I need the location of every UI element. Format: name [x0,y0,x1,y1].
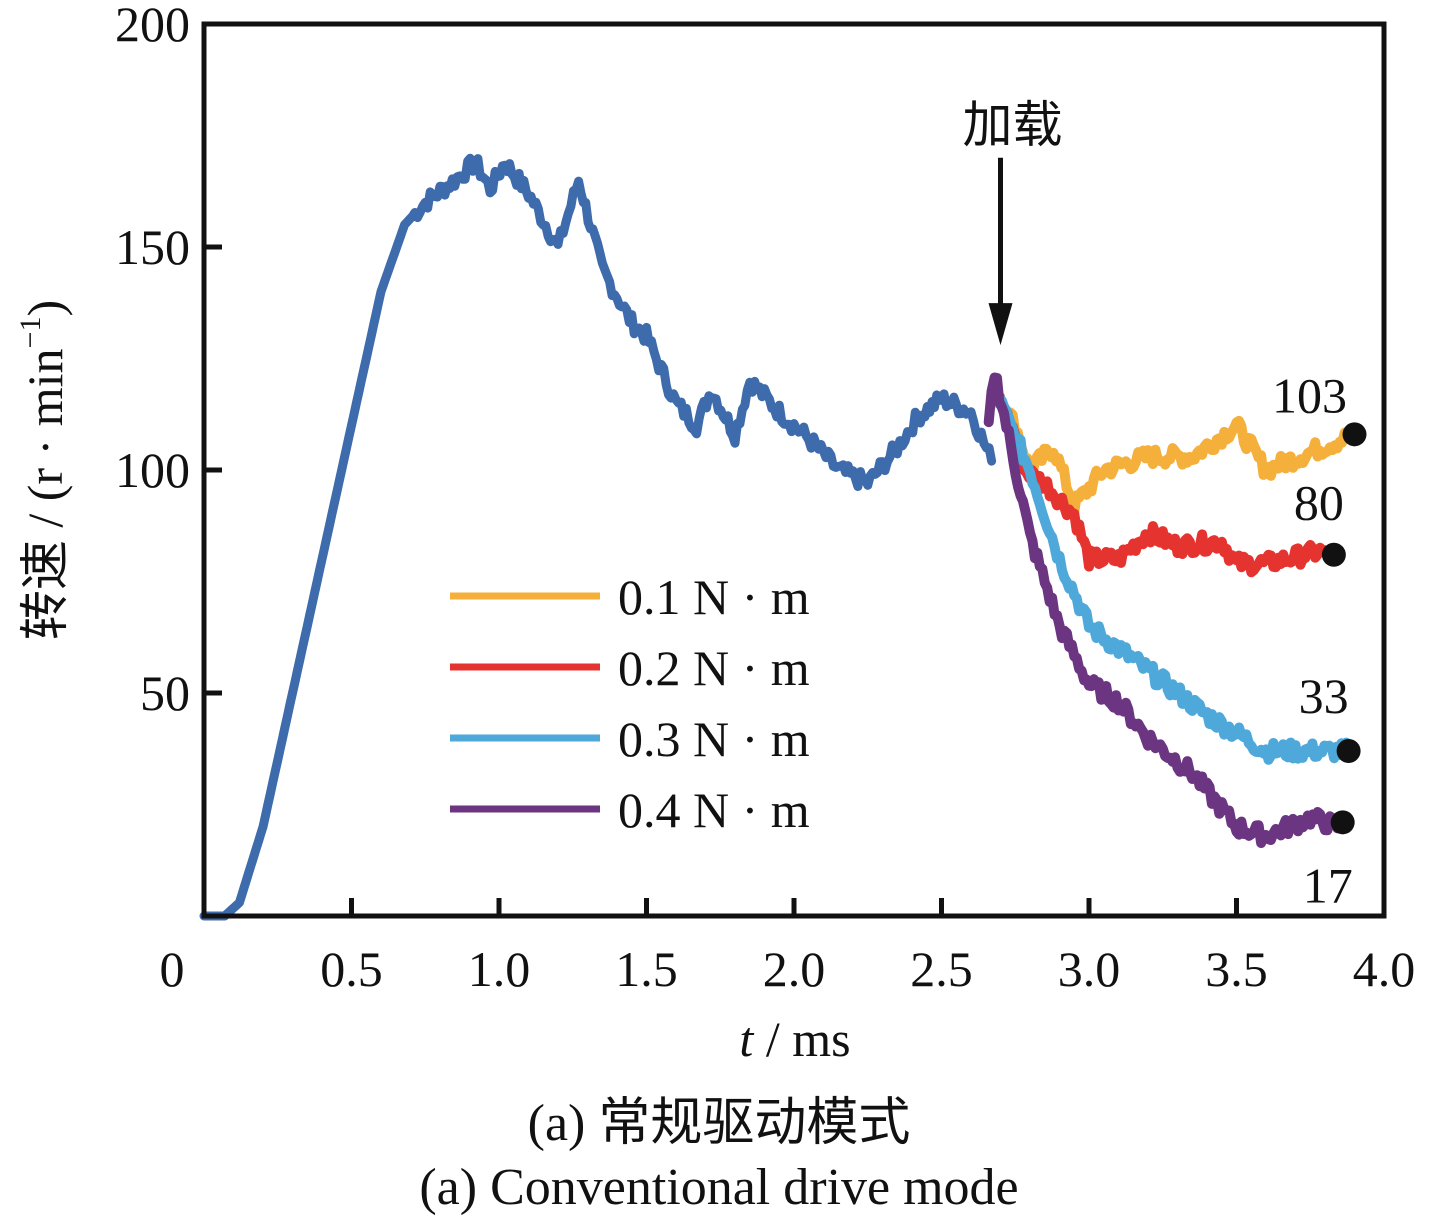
x-axis-title: t / ms [739,1011,850,1067]
x-tick-label: 2.0 [763,941,826,997]
series-line-0-1-nm [989,390,1360,517]
end-marker [1342,422,1367,447]
series-layer [199,153,1360,921]
end-value-label: 17 [1303,857,1353,913]
ticks-layer: 0 0.5 1.0 1.5 2.0 2.5 3.0 3.5 4.0 50 100 150 200 [115,0,1415,997]
y-tick-label: 100 [115,442,190,498]
legend-label: 0.2 N · m [618,640,810,696]
caption-chinese: (a) 常规驱动模式 [527,1095,911,1152]
end-value-label: 33 [1299,668,1349,724]
x-tick-label: 0 [160,941,185,997]
x-tick-label: 3.5 [1205,941,1268,997]
end-marker [1330,810,1355,835]
markers-layer: 103 80 33 17 [1272,367,1367,913]
y-axis-title-sup: −1 [14,317,47,349]
x-tick-label: 2.5 [910,941,973,997]
y-tick-label: 200 [115,0,190,52]
x-tick-label: 3.0 [1058,941,1121,997]
end-marker [1336,738,1361,763]
legend-label: 0.1 N · m [618,569,810,625]
x-tick-label: 1.0 [468,941,531,997]
x-axis-unit: / ms [753,1011,850,1067]
end-marker [1321,542,1346,567]
end-value-label: 103 [1272,367,1347,423]
y-axis-title: 转速 / (r · min−1) [14,300,73,640]
legend-label: 0.3 N · m [618,711,810,767]
y-axis-title-close: ) [17,300,73,317]
loading-arrow-head [988,303,1013,346]
x-axis-variable: t [739,1011,754,1067]
series-line-0-3-nm [989,379,1354,765]
legend: 0.1 N · m 0.2 N · m 0.3 N · m 0.4 N · m [450,569,810,838]
x-tick-label: 0.5 [320,941,383,997]
loading-annotation: 加载 [963,97,1063,153]
y-tick-label: 150 [115,219,190,275]
series-line-no-load [199,153,997,921]
series-line-0-4-nm [983,372,1345,848]
series-line-0-2-nm [989,381,1330,578]
x-tick-label: 1.5 [615,941,678,997]
annotation-layer: 加载 [963,97,1063,346]
caption-english: (a) Conventional drive mode [419,1159,1019,1216]
end-value-label: 80 [1294,475,1344,531]
legend-label: 0.4 N · m [618,782,810,838]
y-tick-label: 50 [140,665,190,721]
x-tick-label: 4.0 [1353,941,1416,997]
y-axis-title-main: 转速 / (r · min [17,348,73,640]
